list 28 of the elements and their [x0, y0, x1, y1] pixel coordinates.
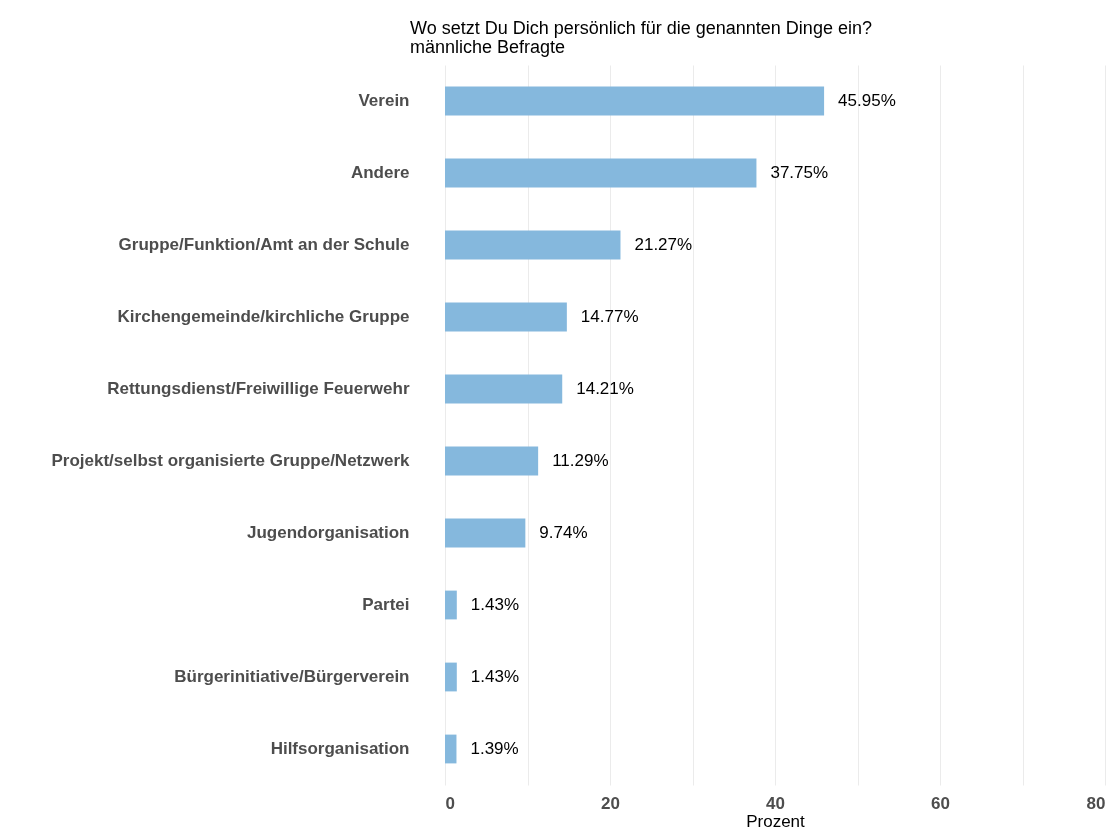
x-tick-label: 80 [1086, 793, 1106, 813]
data-label: 11.29% [552, 451, 609, 470]
x-tick-label: 60 [931, 793, 950, 813]
data-label: 45.95% [838, 91, 896, 110]
data-label: 37.75% [770, 163, 829, 182]
y-tick-label: Rettungsdienst/Freiwillige Feuerwehr [107, 379, 410, 398]
data-label: 1.43% [470, 667, 519, 686]
y-tick-label: Kirchengemeinde/kirchliche Gruppe [117, 307, 410, 326]
data-label: 9.74% [539, 523, 588, 542]
y-tick-label: Bürgerinitiative/Bürgerverein [174, 667, 410, 686]
y-tick-label: Jugendorganisation [247, 523, 410, 542]
chart-title: Wo setzt Du Dich persönlich für die genannten Dinge ein? [410, 18, 872, 38]
y-tick-label: Gruppe/Funktion/Amt an der Schule [118, 235, 410, 254]
x-axis-title: Prozent [746, 811, 806, 829]
y-tick-label: Partei [362, 595, 410, 614]
x-tick-label: 40 [766, 793, 785, 813]
data-label: 1.43% [470, 595, 519, 614]
y-tick-label: Verein [358, 91, 410, 110]
y-tick-label: Projekt/selbst organisierte Gruppe/Netzwerk [51, 451, 411, 470]
data-label: 1.39% [470, 739, 519, 758]
x-tick-label: 0 [445, 793, 455, 813]
chart-subtitle: männliche Befragte [410, 37, 566, 57]
data-label: 21.27% [634, 235, 693, 254]
x-tick-label: 20 [601, 793, 620, 813]
y-tick-label: Hilfsorganisation [270, 739, 410, 758]
data-label: 14.21% [576, 379, 634, 398]
data-label: 14.77% [580, 307, 639, 326]
y-tick-label: Andere [350, 163, 410, 182]
